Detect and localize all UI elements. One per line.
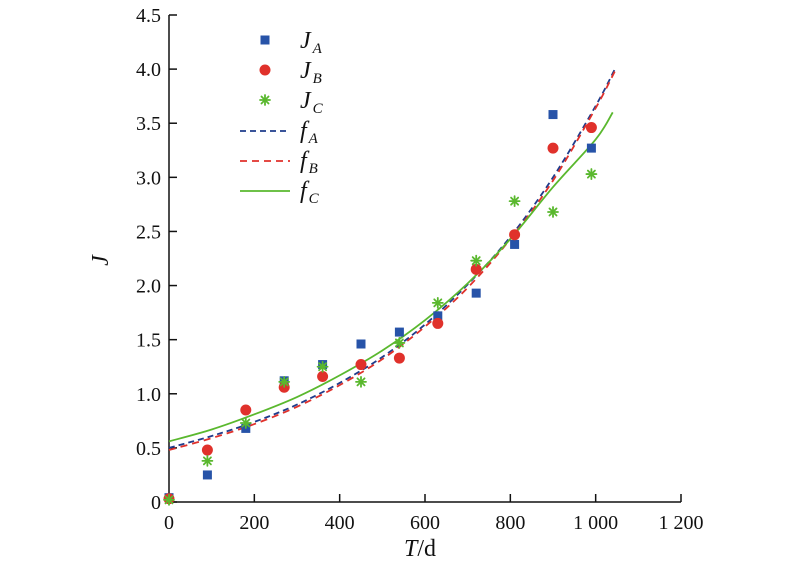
y-tick-label: 1.5 — [136, 330, 161, 352]
y-tick-label: 4.0 — [136, 59, 161, 81]
data-point-jb — [509, 229, 521, 241]
x-axis-label: T/d — [404, 536, 436, 562]
x-tick-label: 600 — [410, 512, 440, 534]
axis-labels: T/d J — [88, 254, 436, 562]
x-tick-label: 400 — [325, 512, 355, 534]
data-point-ja — [586, 143, 596, 153]
legend-marker-ja — [260, 35, 270, 45]
ticks: 0 200 400 600 800 1 000 1 200 0 0.5 1.0 1.5 2.0 2.5 3… — [136, 5, 704, 534]
data-point-jb — [470, 263, 482, 275]
x-tick-label: 1 200 — [659, 512, 704, 534]
fit-line-fa — [168, 68, 616, 449]
y-tick-label: 4.5 — [136, 5, 161, 27]
data-point-jc — [431, 296, 444, 309]
data-point-jc — [201, 454, 214, 467]
x-tick-label: 800 — [495, 512, 525, 534]
x-tick-label: 200 — [239, 512, 269, 534]
y-tick-label: 3.0 — [136, 167, 161, 189]
x-tick-label: 1 000 — [573, 512, 618, 534]
data-point-jc — [278, 375, 291, 388]
data-point-jc — [585, 168, 598, 180]
fit-line-fc — [168, 111, 614, 443]
fit-lines — [168, 68, 616, 451]
data-point-jc — [163, 493, 175, 506]
y-axis-label: J — [88, 254, 114, 266]
data-points — [163, 110, 598, 506]
data-point-jc — [393, 337, 406, 349]
data-point-jb — [355, 359, 367, 371]
data-point-jb — [317, 370, 329, 382]
data-point-jc — [316, 360, 329, 373]
data-point-ja — [202, 470, 212, 480]
data-point-ja — [471, 288, 481, 298]
data-point-jb — [585, 122, 597, 134]
fit-line-fb — [168, 70, 616, 451]
data-point-jb — [547, 142, 559, 154]
x-tick-label: 0 — [164, 512, 174, 534]
data-point-ja — [394, 327, 404, 337]
data-point-jc — [470, 254, 483, 267]
y-tick-label: 1.0 — [136, 384, 161, 406]
data-point-jb — [432, 317, 444, 329]
y-tick-label: 0.5 — [136, 438, 161, 460]
y-tick-label: 2.5 — [136, 221, 161, 243]
y-tick-label: 2.0 — [136, 276, 161, 298]
data-point-ja — [356, 339, 366, 349]
data-point-jc — [355, 375, 367, 388]
legend-marker-jb — [259, 64, 271, 76]
y-tick-label: 0 — [151, 492, 161, 514]
data-point-ja — [510, 239, 520, 249]
data-point-jc — [547, 206, 559, 218]
data-point-ja — [548, 110, 558, 120]
legend: J AJ BJ Cf Af Bf C — [240, 28, 324, 207]
data-point-jc — [239, 417, 252, 429]
data-point-jb — [201, 444, 213, 456]
data-point-jb — [240, 404, 252, 416]
data-point-ja — [433, 311, 443, 321]
data-point-jb — [393, 352, 405, 364]
data-point-jc — [508, 195, 521, 208]
legend-marker-jc — [259, 94, 271, 106]
y-tick-label: 3.5 — [136, 113, 161, 135]
